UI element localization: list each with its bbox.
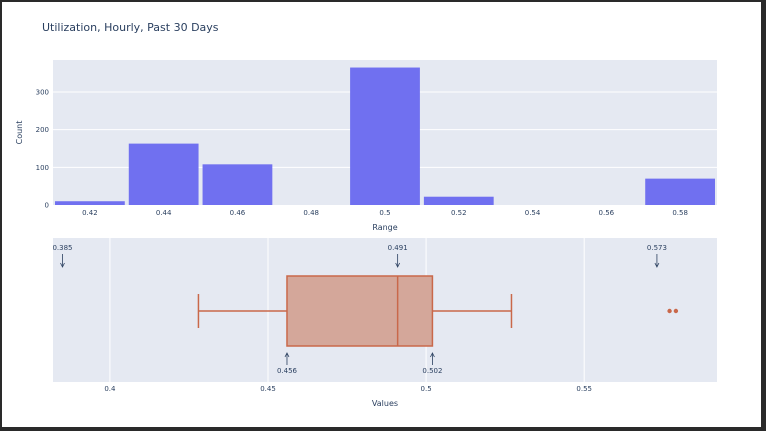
box-x-tick-label: 0.5: [421, 385, 432, 393]
annotation-label: 0.456: [277, 367, 298, 375]
annotation-arrowhead: [60, 262, 65, 268]
box-x-tick-labels: 0.4 0.45 0.5 0.55: [104, 385, 592, 393]
box-x-tick-label: 0.45: [260, 385, 276, 393]
bar-y-tick-labels: 0 100 200 300: [36, 89, 49, 210]
annotation-label: 0.573: [647, 244, 667, 252]
bar-y-tick-label: 300: [36, 89, 49, 97]
interquartile-box: [286, 275, 434, 347]
bar-x-axis-label: Range: [372, 223, 397, 232]
box-x-tick-label: 0.4: [104, 385, 116, 393]
annotation-label: 0.491: [388, 244, 408, 252]
bar: [128, 143, 199, 205]
bar-x-tick-label: 0.52: [451, 209, 467, 217]
annotation-label: 0.385: [52, 244, 72, 252]
annotation-arrowhead: [654, 262, 660, 268]
chart-title: Utilization, Hourly, Past 30 Days: [42, 21, 219, 34]
annotation-arrowhead: [395, 262, 401, 268]
box-plot-shape: [197, 275, 679, 347]
chart-frame: Utilization, Hourly, Past 30 Days 0.42 0.…: [2, 2, 761, 427]
bar-x-tick-label: 0.48: [303, 209, 319, 217]
box-x-tick-label: 0.55: [576, 385, 592, 393]
bar-y-tick-label: 200: [36, 126, 49, 134]
bar: [350, 67, 420, 205]
bar-y-tick-label: 100: [36, 164, 49, 172]
box-x-axis-label: Values: [372, 399, 398, 408]
bar-x-tick-label: 0.5: [379, 209, 390, 217]
bar-x-tick-label: 0.44: [156, 209, 172, 217]
bar: [423, 196, 494, 205]
annotation-arrowhead: [284, 352, 290, 358]
bar-y-tick-label: 0: [45, 202, 49, 210]
bar-x-tick-label: 0.56: [599, 209, 615, 217]
bar: [202, 164, 273, 205]
bar-x-tick-label: 0.46: [230, 209, 246, 217]
bar: [55, 201, 125, 205]
bar-y-axis-label: Count: [15, 121, 24, 145]
outlier-point: [673, 308, 679, 314]
outlier-point: [667, 308, 672, 314]
annotation-label: 0.502: [422, 367, 442, 375]
bar-x-tick-label: 0.58: [672, 209, 688, 217]
annotation-arrowhead: [430, 352, 435, 358]
bar-x-tick-labels: 0.42 0.44 0.46 0.48 0.5 0.52 0.54 0.56 0.58: [82, 209, 688, 217]
bar-x-tick-label: 0.54: [525, 209, 541, 217]
bar-x-tick-label: 0.42: [82, 209, 98, 217]
bar: [645, 178, 715, 205]
box-annotations: 0.385 0.491 0.573 0.456 0.502: [52, 244, 666, 375]
chart-canvas: 0.42 0.44 0.46 0.48 0.5 0.52 0.54 0.56 0.58 0 100…: [15, 60, 717, 408]
bar-series: [55, 67, 715, 205]
